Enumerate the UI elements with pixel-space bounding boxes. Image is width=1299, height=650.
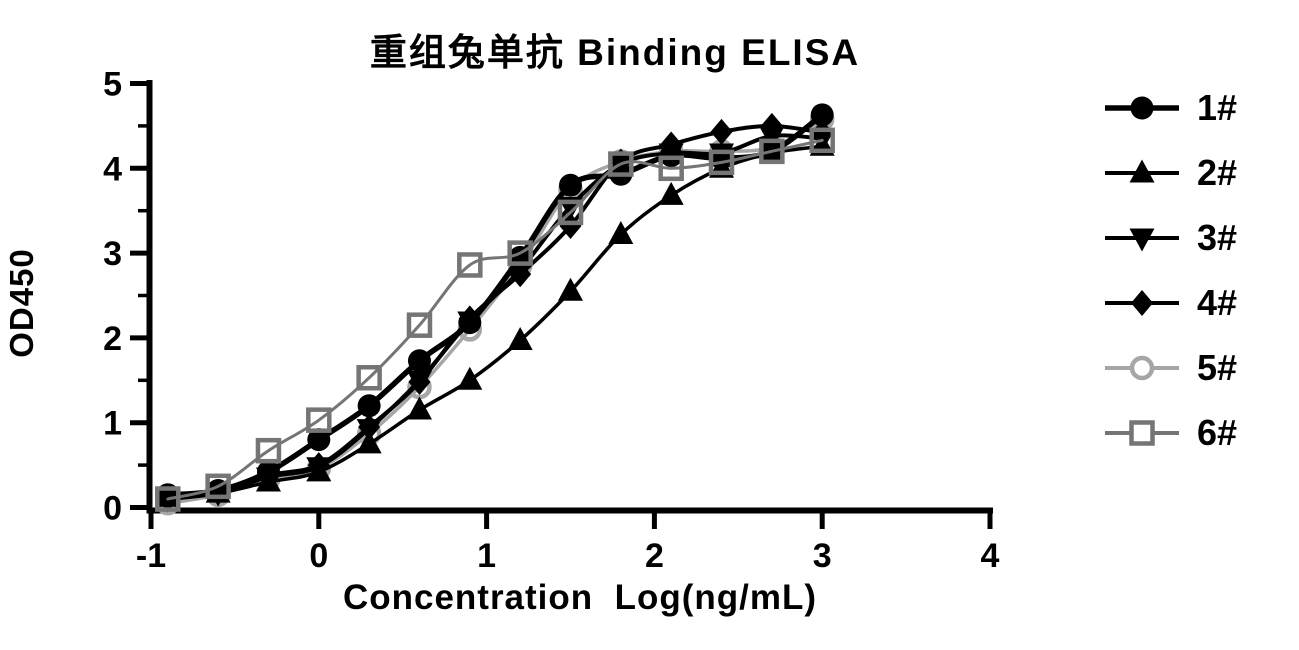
series-1#-marker-circle-filled [307,428,331,452]
series-line-2# [166,144,824,500]
legend-item-label: 5# [1197,347,1238,388]
legend-marker-circle-filled-icon [1105,96,1179,120]
series-6#-marker-square-open [306,407,332,433]
legend-item-6#: 6# [1103,411,1237,455]
legend-marker-square-open-icon [1105,420,1179,446]
series-2#-marker-triangle-up [558,277,583,301]
series-2#-marker-triangle-up [507,326,533,350]
legend-item-1#: 1# [1103,86,1237,130]
series-6#-marker-square-open [759,138,785,165]
series-1#-marker-circle-filled [559,173,582,197]
series-6#-marker-square-open [457,252,483,278]
y-tick-label: 1 [103,405,122,443]
series-1#-marker-circle-filled [256,460,280,484]
series-1#-marker-circle-filled [357,394,381,418]
series-line-6# [166,138,824,501]
series-2#-marker-triangle-up [608,220,634,244]
y-tick-label: 4 [103,150,122,188]
x-axis-title: Concentration Log(ng/mL) [342,578,818,617]
series-4#-marker-diamond [559,212,582,239]
series-6#-marker-square-open [557,199,584,226]
series-4#-marker-diamond [811,119,834,146]
legend-item-2#: 2# [1103,151,1237,195]
legend-item-label: 2# [1197,152,1238,193]
series-6#-marker-square-open [255,437,282,464]
series-4#-marker-diamond [408,368,431,395]
series-6#-marker-square-open [356,365,382,391]
series-6#-marker-square-open [708,149,735,176]
chart-title: 重组兔单抗 Binding ELISA [369,32,861,73]
legend-marker-triangle-down-filled-icon [1105,228,1179,252]
legend-item-5#: 5# [1103,346,1237,390]
series-2#-marker-triangle-up [457,366,483,390]
series-line-4# [165,123,825,502]
legend-item-label: 3# [1197,217,1238,258]
series-1#-marker-circle-filled [810,103,834,127]
x-tick-label: 4 [981,537,1000,575]
series-1#-marker-circle-filled [458,311,482,335]
legend-item-3#: 3# [1103,216,1237,260]
series-4#-marker-diamond [760,112,783,139]
series-4#-marker-diamond [710,118,733,145]
legend-item-4#: 4# [1103,281,1237,325]
legend-item-label: 4# [1197,282,1238,323]
legend-marker-diamond-filled-icon [1105,290,1179,316]
series-line-3# [165,133,825,502]
x-tick-label: 0 [309,537,328,575]
legend-marker-circle-open-icon [1105,355,1179,381]
series-4#-marker-diamond [358,413,381,440]
y-tick-label: 3 [103,235,122,273]
x-tick-label: 1 [477,537,496,575]
series-6#-marker-square-open [155,486,181,512]
series-6#-marker-square-open [507,240,533,266]
y-tick-label: 2 [103,320,122,358]
y-tick-label: 0 [103,490,122,528]
series-6#-marker-square-open [205,473,231,500]
series-1#-marker-circle-filled [407,349,431,373]
legend-item-label: 1# [1197,87,1238,128]
series-4#-marker-diamond [509,261,532,288]
y-tick-label: 5 [103,66,122,104]
x-tick-label: 2 [645,537,664,575]
legend-marker-triangle-up-filled-icon [1105,159,1179,183]
series-6#-marker-square-open [809,127,835,154]
series-6#-marker-square-open [608,151,634,177]
legend: 1# 2# 3# 4# 5# 6# [1103,86,1237,476]
series-2#-marker-triangle-up [406,396,432,420]
series-6#-marker-square-open [406,312,433,338]
x-tick-label: 3 [813,537,832,575]
series-2#-marker-triangle-up [658,181,684,205]
series-6#-marker-square-open [658,155,684,182]
legend-item-label: 6# [1197,412,1238,453]
series-4#-marker-diamond [307,452,330,479]
x-tick-label: -1 [136,537,166,575]
